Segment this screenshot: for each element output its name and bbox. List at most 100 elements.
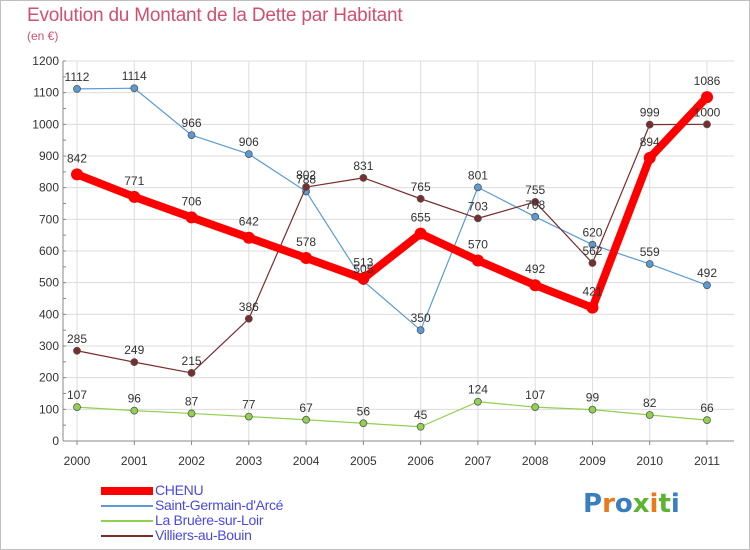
data-point — [531, 212, 540, 221]
data-label: 570 — [468, 238, 488, 252]
data-label: 249 — [124, 343, 144, 357]
data-point — [187, 369, 196, 377]
y-tick-label: 900 — [39, 149, 59, 163]
data-point — [531, 198, 540, 206]
logo-letter: i — [649, 489, 659, 519]
proxiti-logo: Proxiti — [583, 489, 680, 519]
x-tick-label: 2009 — [579, 454, 606, 468]
chart-title: Evolution du Montant de la Dette par Hab… — [27, 5, 403, 26]
data-label: 801 — [468, 168, 488, 182]
data-point — [187, 131, 196, 140]
data-label: 562 — [582, 244, 602, 258]
y-tick-label: 1200 — [32, 54, 59, 68]
data-label: 966 — [182, 116, 202, 130]
data-point — [73, 346, 81, 355]
data-point — [645, 120, 654, 129]
data-point — [474, 183, 482, 192]
data-label: 45 — [414, 408, 428, 422]
data-point — [359, 419, 368, 428]
data-label: 906 — [239, 135, 259, 149]
data-label: 755 — [525, 183, 545, 197]
data-point — [185, 211, 198, 224]
data-point — [359, 173, 368, 182]
data-point — [416, 326, 425, 335]
data-point — [357, 272, 370, 285]
y-tick-label: 400 — [39, 307, 59, 321]
data-point — [302, 415, 310, 424]
x-tick-label: 2010 — [636, 454, 663, 468]
data-point — [302, 183, 310, 191]
data-point — [588, 405, 597, 414]
data-label: 771 — [124, 174, 144, 188]
data-point — [73, 403, 81, 412]
data-label: 124 — [468, 383, 488, 397]
data-point — [128, 190, 141, 203]
data-label: 66 — [700, 401, 714, 415]
x-tick-label: 2007 — [465, 454, 492, 468]
data-point — [703, 416, 711, 425]
data-label: 655 — [411, 211, 431, 225]
logo-letter: P — [583, 489, 603, 519]
y-tick-label: 100 — [39, 402, 59, 416]
data-point — [474, 214, 482, 223]
legend-swatch — [101, 487, 153, 495]
data-label: 492 — [697, 266, 717, 280]
data-label: 1000 — [694, 105, 721, 119]
y-tick-label: 800 — [39, 181, 59, 195]
data-point — [588, 240, 597, 249]
data-point — [586, 301, 599, 314]
data-label: 1112 — [65, 70, 90, 84]
data-label: 788 — [296, 172, 316, 186]
y-tick-label: 0 — [52, 434, 59, 448]
data-label: 802 — [296, 168, 316, 182]
data-point — [244, 314, 253, 323]
data-label: 492 — [525, 262, 545, 276]
data-label: 703 — [468, 199, 488, 213]
data-point — [703, 120, 711, 129]
data-point — [187, 409, 196, 418]
data-label: 999 — [640, 106, 660, 120]
data-point — [244, 150, 253, 159]
data-point — [645, 411, 654, 419]
data-label: 350 — [411, 311, 431, 325]
x-tick-label: 2000 — [64, 454, 91, 468]
data-label: 421 — [582, 285, 602, 299]
data-label: 708 — [525, 198, 545, 212]
y-tick-label: 500 — [39, 276, 59, 290]
line-chart: 0 100 200 300 400 500 600 700 800 900 1000 1100 1200… — [32, 54, 734, 468]
data-label: 285 — [67, 332, 87, 346]
data-point — [529, 279, 542, 292]
x-tick-label: 2001 — [121, 454, 148, 468]
data-label: 1114 — [122, 69, 147, 83]
series-line-villiers-au-bouin — [76, 123, 708, 374]
data-point — [416, 194, 425, 203]
legend-label: CHENU — [155, 482, 204, 498]
data-label: 67 — [299, 401, 313, 415]
legend-swatch — [101, 535, 153, 537]
y-tick-label: 200 — [39, 371, 59, 385]
data-label: 1086 — [694, 74, 721, 88]
data-label: 765 — [411, 180, 431, 194]
data-label: 706 — [182, 194, 202, 208]
y-tick-label: 1000 — [32, 117, 59, 131]
data-label: 215 — [182, 354, 202, 368]
chart-subtitle: (en €) — [27, 29, 59, 43]
data-label: 107 — [67, 388, 87, 402]
data-label: 894 — [640, 135, 660, 149]
data-label: 386 — [239, 300, 259, 314]
data-label: 87 — [185, 394, 199, 408]
data-point — [414, 227, 427, 240]
data-label: 82 — [643, 396, 657, 410]
data-label: 513 — [353, 256, 373, 270]
x-tick-label: 2006 — [407, 454, 434, 468]
data-label: 842 — [67, 151, 87, 165]
data-labels: 1112 1114 966 906 788 505 350 801 708 620 559 492 10… — [65, 69, 721, 422]
data-point — [130, 358, 139, 367]
data-label: 505 — [353, 262, 373, 276]
axes: 0 100 200 300 400 500 600 700 800 900 1000 1100 1200… — [32, 54, 734, 468]
logo-letter: t — [658, 489, 671, 519]
y-tick-label: 1100 — [33, 86, 59, 100]
data-point — [416, 422, 425, 431]
logo-letter: o — [614, 489, 633, 519]
